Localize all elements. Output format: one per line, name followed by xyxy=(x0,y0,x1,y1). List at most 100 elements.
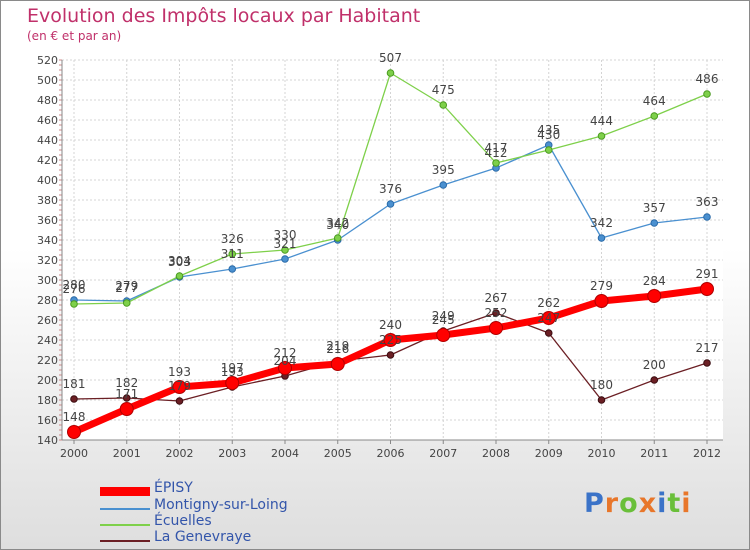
series--cuelles-point xyxy=(70,300,78,308)
series--pisy-point xyxy=(225,376,240,390)
legend-label: Montigny-sur-Loing xyxy=(154,497,288,513)
series--cuelles-data-label: 475 xyxy=(432,83,455,97)
series--cuelles-point xyxy=(386,69,395,77)
series--pisy-point xyxy=(67,425,81,439)
logo-letter: t xyxy=(667,488,682,519)
y-tick-label: 520 xyxy=(37,54,58,67)
series-montigny-sur-loing-data-label: 412 xyxy=(485,146,508,160)
series--cuelles-data-label: 430 xyxy=(537,128,560,142)
series--pisy-data-label: 262 xyxy=(537,296,560,310)
series--cuelles-point xyxy=(228,250,237,258)
series--cuelles-point xyxy=(281,246,289,254)
series-montigny-sur-loing-data-label: 395 xyxy=(432,163,455,177)
series-la-genevraye-point xyxy=(650,376,659,384)
y-tick-label: 140 xyxy=(37,434,58,447)
y-tick-label: 320 xyxy=(37,254,58,267)
series--pisy-data-label: 216 xyxy=(326,342,349,356)
y-tick-label: 280 xyxy=(37,294,58,307)
series-montigny-sur-loing-data-label: 376 xyxy=(379,182,402,196)
series-la-genevraye-data-label: 204 xyxy=(274,354,297,368)
y-tick-label: 360 xyxy=(37,214,58,227)
series--pisy-point xyxy=(278,361,292,375)
series-montigny-sur-loing-point xyxy=(386,200,395,208)
x-tick-label: 2008 xyxy=(482,447,510,460)
series-la-genevraye-point xyxy=(597,396,606,404)
series-la-genevraye-data-label: 217 xyxy=(696,341,719,355)
series-montigny-sur-loing-point xyxy=(439,181,448,189)
series--pisy-point xyxy=(647,289,662,303)
series--pisy-data-label: 284 xyxy=(643,274,666,288)
series--cuelles-data-label: 277 xyxy=(115,281,138,295)
legend-swatch xyxy=(100,487,150,496)
x-tick-label: 2012 xyxy=(693,447,721,460)
x-tick-label: 2002 xyxy=(166,447,194,460)
x-tick-label: 2004 xyxy=(271,447,299,460)
series--pisy-data-label: 291 xyxy=(696,267,719,281)
series--pisy-data-label: 197 xyxy=(221,361,244,375)
proxiti-logo: Proxiti xyxy=(584,488,692,519)
series--pisy-data-label: 252 xyxy=(485,306,508,320)
y-tick-label: 240 xyxy=(37,334,58,347)
series-montigny-sur-loing-data-label: 303 xyxy=(168,255,191,269)
series-montigny-sur-loing-data-label: 311 xyxy=(221,247,244,261)
y-tick-label: 260 xyxy=(37,314,58,327)
series--cuelles-data-label: 326 xyxy=(221,232,244,246)
series--pisy-data-label: 171 xyxy=(115,387,138,401)
series--pisy-point xyxy=(383,333,398,347)
series-montigny-sur-loing-point xyxy=(650,219,659,227)
series-la-genevraye-point xyxy=(703,359,711,367)
chart-title: Evolution des Impôts locaux par Habitant xyxy=(27,5,421,27)
y-tick-label: 440 xyxy=(37,134,58,147)
series-la-genevraye-data-label: 247 xyxy=(537,311,560,325)
logo-letter: o xyxy=(619,488,639,519)
y-tick-label: 500 xyxy=(37,74,58,87)
series--cuelles-data-label: 276 xyxy=(63,282,86,296)
series--cuelles-point xyxy=(175,272,184,280)
series-la-genevraye-point xyxy=(544,329,553,337)
series--pisy-point xyxy=(541,311,556,325)
legend-label: La Genevraye xyxy=(154,529,252,545)
series--cuelles-data-label: 464 xyxy=(643,94,666,108)
series-montigny-sur-loing-point xyxy=(597,234,606,242)
series-la-genevraye-data-label: 182 xyxy=(115,376,138,390)
legend-label: ÉPISY xyxy=(154,480,193,496)
series-montigny-sur-loing-data-label: 435 xyxy=(537,123,560,137)
series--pisy-point xyxy=(330,357,345,371)
x-tick-label: 2010 xyxy=(588,447,616,460)
series-la-genevraye-data-label: 200 xyxy=(643,358,666,372)
series-la-genevraye-point xyxy=(175,397,184,405)
plot-area xyxy=(62,60,723,440)
series--cuelles-data-label: 486 xyxy=(696,72,719,86)
series-la-genevraye-data-label: 249 xyxy=(432,309,455,323)
series-montigny-sur-loing-data-label: 321 xyxy=(274,237,297,251)
series--pisy-data-label: 212 xyxy=(274,346,297,360)
x-tick-label: 2011 xyxy=(640,447,668,460)
x-tick-label: 2003 xyxy=(218,447,246,460)
series--pisy-data-label: 245 xyxy=(432,313,455,327)
y-tick-label: 300 xyxy=(37,274,58,287)
series-montigny-sur-loing-data-label: 342 xyxy=(590,216,613,230)
series--cuelles-data-label: 507 xyxy=(379,51,402,65)
series-la-genevraye-data-label: 193 xyxy=(221,365,244,379)
y-tick-label: 480 xyxy=(37,94,58,107)
series--cuelles-point xyxy=(650,112,659,120)
series--cuelles-point xyxy=(122,299,131,307)
series--cuelles-data-label: 444 xyxy=(590,114,613,128)
series--cuelles-point xyxy=(492,159,500,167)
series-montigny-sur-loing-data-label: 363 xyxy=(696,195,719,209)
logo-letter: P xyxy=(584,488,605,519)
y-tick-label: 160 xyxy=(37,414,58,427)
series-la-genevraye-point xyxy=(386,351,395,359)
logo-letter: i xyxy=(657,488,668,519)
series--cuelles-point xyxy=(544,146,553,154)
y-tick-label: 400 xyxy=(37,174,58,187)
chart-subtitle: (en € et par an) xyxy=(27,29,122,43)
series-la-genevraye-data-label: 179 xyxy=(168,379,191,393)
series--pisy-point xyxy=(436,328,451,342)
logo-letter: x xyxy=(638,488,658,519)
series--cuelles-data-label: 417 xyxy=(485,141,508,155)
series-la-genevraye-data-label: 225 xyxy=(379,333,402,347)
series--cuelles-point xyxy=(597,132,606,140)
series-montigny-sur-loing-point xyxy=(281,255,289,263)
